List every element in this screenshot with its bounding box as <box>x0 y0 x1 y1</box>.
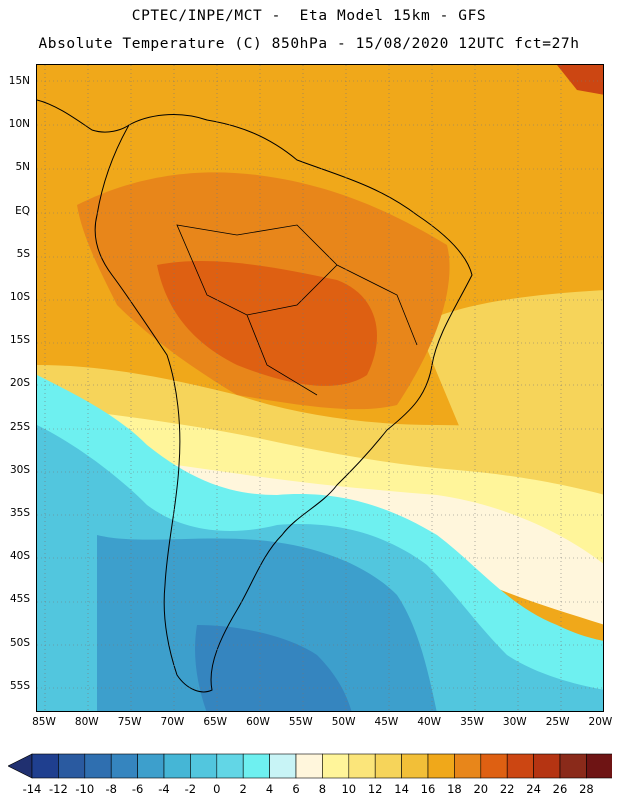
colorbar-swatch <box>559 753 587 779</box>
lat-label-50s: 50S <box>9 636 30 649</box>
colorbar-tick-label: 24 <box>526 782 541 796</box>
colorbar-swatch <box>31 753 59 779</box>
lat-label-eq: EQ <box>15 204 30 217</box>
lat-label-5n: 5N <box>15 161 30 174</box>
colorbar-tick-label: 4 <box>265 782 274 796</box>
colorbar-tick-label: 20 <box>473 782 489 796</box>
colorbar-swatch <box>454 753 482 779</box>
lat-label-10n: 10N <box>8 118 30 131</box>
colorbar-tick-label: 12 <box>367 782 383 796</box>
colorbar-tick-label: -2 <box>184 782 197 796</box>
colorbar-swatch <box>401 753 429 779</box>
lon-label-30w: 30W <box>502 716 527 728</box>
colorbar-swatch <box>242 753 270 779</box>
lon-label-35w: 35W <box>460 716 484 728</box>
colorbar-tick-label: 26 <box>552 782 568 796</box>
colorbar-swatch <box>295 753 323 779</box>
colorbar-tick-label: 6 <box>292 782 300 796</box>
colorbar-tick-label: 22 <box>499 782 515 796</box>
lat-label-25s: 25S <box>9 420 30 433</box>
lat-label-15s: 15S <box>9 334 30 347</box>
colorbar-tick-label: -4 <box>158 782 170 796</box>
colorbar-swatch <box>84 753 112 779</box>
colorbar-tick-label: -14 <box>22 782 42 796</box>
country-borders <box>176 224 418 396</box>
colorbar-tick-label: -8 <box>105 782 117 796</box>
field-north-hot <box>557 65 603 95</box>
lon-label-45w: 45W <box>374 716 399 728</box>
lat-label-20s: 20S <box>9 377 30 390</box>
colorbar-tick-label: 10 <box>341 782 357 796</box>
lat-label-5s: 5S <box>16 247 30 260</box>
colorbar-tick-label: 14 <box>394 782 409 796</box>
colorbar-swatch <box>533 753 561 779</box>
colorbar-tick-label: 16 <box>420 782 436 796</box>
colorbar-swatch <box>348 753 376 779</box>
color-scale-bar <box>8 753 612 779</box>
map-panel <box>36 64 604 712</box>
colorbar-tick-label: -6 <box>131 782 144 796</box>
lat-label-40s: 40S <box>9 550 30 563</box>
field-cold3 <box>97 535 437 711</box>
colorbar-tick-label: 18 <box>447 782 462 796</box>
colorbar-swatch <box>427 753 455 779</box>
central-america-coastline <box>37 99 130 133</box>
lon-label-20w: 20W <box>588 716 613 728</box>
colorbar-swatch <box>137 753 165 779</box>
field-south-yellow <box>37 365 603 535</box>
colorbar-tick-label: -12 <box>48 782 68 796</box>
lat-label-30s: 30S <box>9 463 30 476</box>
colorbar-under-triangle <box>8 753 33 779</box>
lat-label-10s: 10S <box>9 291 30 303</box>
colorbar-swatch <box>480 753 508 779</box>
lat-label-45s: 45S <box>9 593 30 606</box>
colorbar-swatch <box>269 753 297 779</box>
temperature-map <box>37 65 603 711</box>
colorbar-swatch <box>322 753 350 779</box>
colorbar-swatch <box>190 753 218 779</box>
colorbar-swatch <box>374 753 402 779</box>
lon-label-75w: 75W <box>117 716 142 728</box>
lat-label-15n: 15N <box>8 75 30 87</box>
colorbar-swatch <box>586 753 612 779</box>
lon-label-65w: 65W <box>203 716 228 728</box>
colorbar-swatch <box>216 753 244 779</box>
lat-label-35s: 35S <box>9 507 30 519</box>
colorbar-tick-label: 2 <box>239 782 247 796</box>
colorbar-tick-label: -10 <box>75 782 95 796</box>
lon-label-80w: 80W <box>74 716 99 728</box>
colorbar-swatch <box>110 753 138 779</box>
lat-label-55s: 55S <box>9 679 30 692</box>
lon-label-60w: 60W <box>246 716 270 728</box>
colorbar-tick-label: 0 <box>213 782 221 796</box>
lon-label-50w: 50W <box>331 716 356 728</box>
colorbar-swatch <box>506 753 534 779</box>
south-america-coastline <box>94 114 473 693</box>
lon-label-85w: 85W <box>32 716 56 728</box>
colorbar-swatch <box>163 753 191 779</box>
colorbar-tick-label: 28 <box>579 782 594 796</box>
map-title-line2: Absolute Temperature (C) 850hPa - 15/08/… <box>38 36 580 52</box>
colorbar-tick-label: 8 <box>318 782 327 796</box>
colorbar-swatch <box>58 753 86 779</box>
map-gridlines <box>37 65 603 711</box>
lon-label-25w: 25W <box>545 716 570 728</box>
lon-label-40w: 40W <box>417 716 442 728</box>
map-title-line1: CPTEC/INPE/MCT - Eta Model 15km - GFS <box>131 8 487 24</box>
lon-label-70w: 70W <box>160 716 185 728</box>
lon-label-55w: 55W <box>288 716 313 728</box>
field-land-hot <box>157 260 377 386</box>
field-cold4 <box>195 625 352 711</box>
